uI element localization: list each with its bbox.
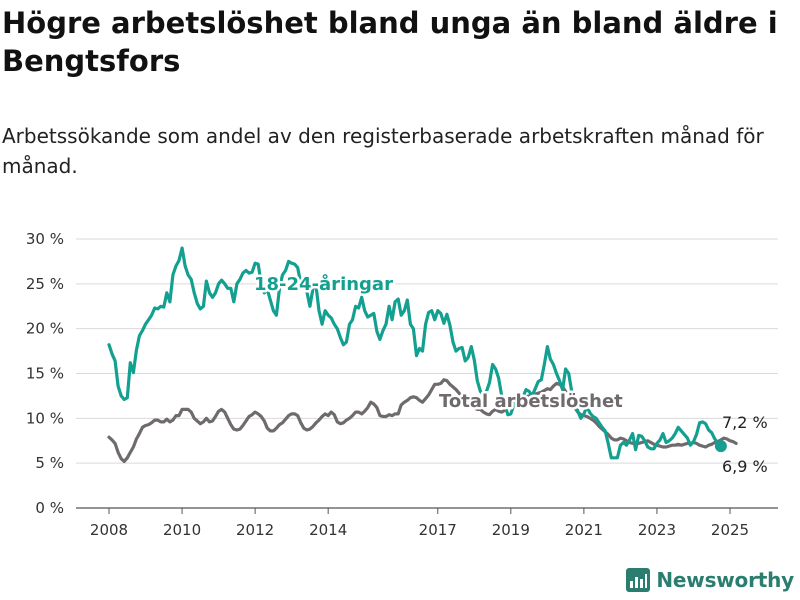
y-tick-label: 20 % [26, 320, 64, 338]
total-last-value-label: 7,2 % [722, 413, 768, 432]
youth-last-point [714, 440, 727, 453]
y-tick-label: 25 % [26, 275, 64, 293]
series-lines [107, 246, 738, 463]
page-title: Högre arbetslöshet bland unga än bland ä… [2, 6, 778, 78]
newsworthy-logo-text: Newsworthy [656, 568, 794, 592]
x-tick-label: 2019 [492, 521, 530, 539]
y-tick-label: 10 % [26, 409, 64, 427]
x-tick-label: 2014 [309, 521, 347, 539]
x-tick-label: 2017 [419, 521, 457, 539]
x-tick-label: 2012 [236, 521, 274, 539]
y-tick-label: 30 % [26, 230, 64, 248]
y-tick-label: 5 % [35, 454, 64, 472]
x-tick-label: 2021 [565, 521, 603, 539]
page-subtitle: Arbetssökande som andel av den registerb… [2, 124, 764, 178]
series-labels: 18-24-åringar Total arbetslöshet 7,2 % 6… [252, 271, 768, 477]
y-tick-label: 0 % [35, 499, 64, 517]
youth-last-value-label: 6,9 % [722, 457, 768, 476]
x-axis-ticks: 2008 2010 2012 2014 2017 2019 2021 2023 2025 [90, 508, 749, 539]
x-tick-label: 2010 [163, 521, 201, 539]
y-axis-ticks: 0 % 5 % 10 % 15 % 20 % 25 % 30 % [26, 230, 64, 517]
gridlines [76, 238, 778, 509]
newsworthy-logo: Newsworthy [626, 568, 794, 592]
y-tick-label: 15 % [26, 365, 64, 383]
total-series-label: Total arbetslöshet [439, 391, 623, 412]
youth-series-label: 18-24-åringar [254, 273, 393, 295]
x-tick-label: 2023 [638, 521, 676, 539]
x-tick-label: 2008 [90, 521, 128, 539]
total-series-line [107, 378, 738, 463]
youth-series-line [107, 246, 723, 460]
newsworthy-logo-icon [626, 568, 651, 592]
x-tick-label: 2025 [711, 521, 749, 539]
